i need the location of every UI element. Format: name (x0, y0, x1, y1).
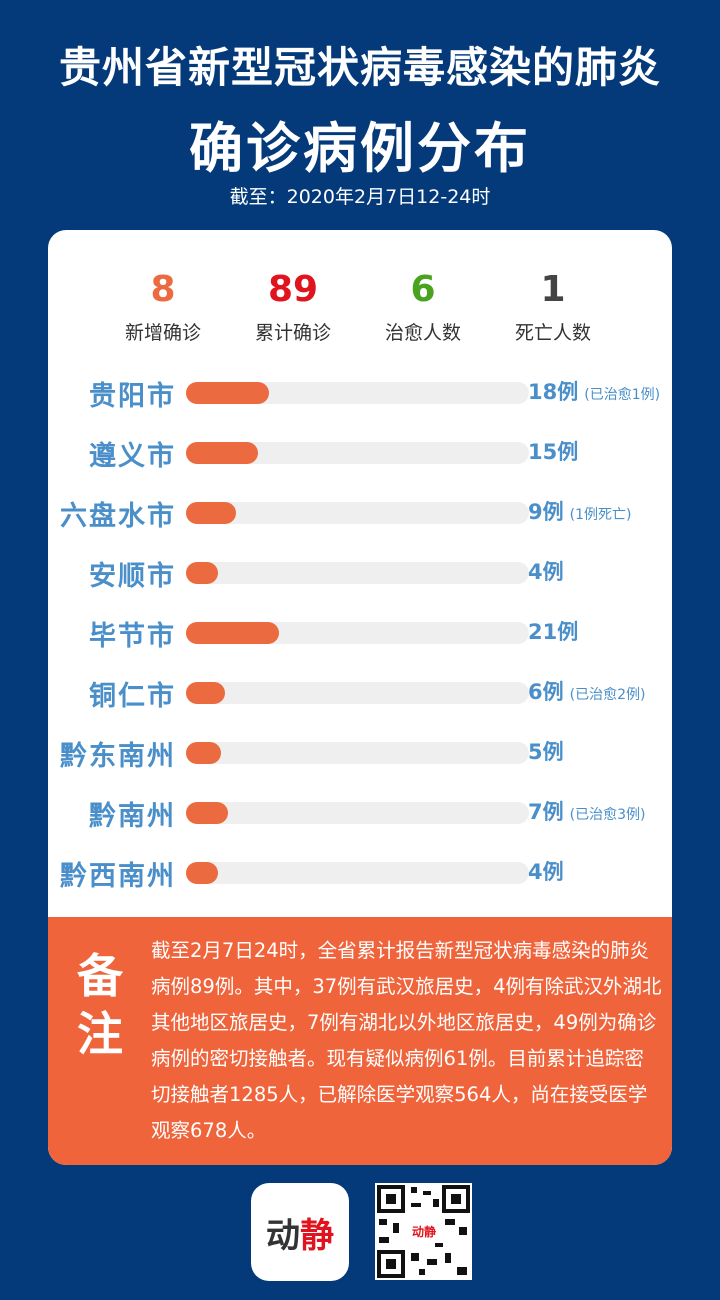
bar-track (186, 502, 529, 524)
value-label: 4例 (528, 556, 570, 586)
category-label: 六盘水市 (60, 501, 176, 532)
value-text: 4例 (528, 860, 564, 884)
bar-row: 六盘水市 9例 (1例死亡) (48, 492, 672, 532)
bar (186, 622, 280, 644)
value-note: (1例死亡) (569, 507, 632, 523)
value-text: 4例 (528, 560, 564, 584)
app-logo: 动静 (251, 1183, 349, 1281)
stat-label: 新增确诊 (124, 322, 201, 344)
bar-row: 铜仁市 6例 (已治愈2例) (48, 672, 672, 712)
value-note: (已治愈1例) (584, 387, 661, 403)
logo-glyph-2: 静 (300, 1215, 334, 1256)
value-label: 7例 (已治愈3例) (528, 796, 645, 826)
bar-row: 黔南州 7例 (已治愈3例) (48, 792, 672, 832)
bar (186, 442, 258, 464)
value-note: (已治愈3例) (569, 807, 646, 823)
bar-track (186, 562, 529, 584)
category-label: 黔东南州 (60, 741, 176, 772)
value-text: 5例 (528, 740, 564, 764)
bar-row: 黔东南州 5例 (48, 732, 672, 772)
title-line2: 确诊病例分布 (189, 117, 531, 180)
bar (186, 742, 222, 764)
value-text: 15例 (528, 440, 579, 464)
category-label: 安顺市 (89, 561, 176, 592)
bar-row: 安顺市 4例 (48, 552, 672, 592)
stat-label: 累计确诊 (254, 322, 331, 344)
bar-track (186, 622, 529, 644)
value-label: 6例 (已治愈2例) (528, 676, 645, 706)
value-note: (已治愈2例) (569, 687, 646, 703)
stats-summary: 8 新增确诊 89 累计确诊 6 治愈人数 1 死亡人数 (98, 270, 618, 345)
value-text: 7例 (528, 800, 564, 824)
remark-section: 备注 截至2月7日24时，全省累计报告新型冠状病毒感染的肺炎病例89例。其中，3… (48, 917, 672, 1165)
category-label: 黔南州 (89, 801, 176, 832)
value-text: 21例 (528, 620, 579, 644)
logo-glyph-1: 动 (266, 1215, 300, 1256)
stat-deaths: 1 死亡人数 (488, 270, 618, 345)
qr-code-image: 动静 (377, 1185, 470, 1278)
bar-track (186, 862, 529, 884)
category-label: 铜仁市 (89, 681, 176, 712)
stat-label: 治愈人数 (384, 322, 461, 344)
bar-track (186, 682, 529, 704)
title-line1: 贵州省新型冠状病毒感染的肺炎 (58, 43, 661, 92)
category-label: 遵义市 (89, 441, 176, 472)
value-text: 18例 (528, 380, 579, 404)
stat-total: 89 累计确诊 (228, 270, 358, 345)
remark-label: 备注 (77, 949, 123, 1061)
bar (186, 862, 218, 884)
value-text: 6例 (528, 680, 564, 704)
bar (186, 562, 218, 584)
bar (186, 802, 229, 824)
bar-track (186, 742, 529, 764)
bar-track (186, 442, 529, 464)
bar-row: 毕节市 21例 (48, 612, 672, 652)
date-label: 截至：2020年2月7日12-24时 (229, 186, 491, 208)
value-label: 5例 (528, 736, 570, 766)
category-label: 毕节市 (89, 621, 176, 652)
value-label: 9例 (1例死亡) (528, 496, 631, 526)
bar-track (186, 802, 529, 824)
bar-row: 遵义市 15例 (48, 432, 672, 472)
stat-new: 8 新增确诊 (98, 270, 228, 345)
value-label: 21例 (528, 616, 584, 646)
bar-row: 黔西南州 4例 (48, 852, 672, 892)
bar-track (186, 382, 529, 404)
category-label: 黔西南州 (60, 861, 176, 892)
stat-value: 1 (540, 269, 566, 310)
stat-value: 89 (267, 269, 319, 310)
value-label: 4例 (528, 856, 570, 886)
svg-text:动静: 动静 (412, 1224, 436, 1239)
bar (186, 502, 236, 524)
stat-cured: 6 治愈人数 (358, 270, 488, 345)
value-label: 18例 (已治愈1例) (528, 376, 660, 406)
stat-value: 6 (410, 269, 436, 310)
category-label: 贵阳市 (89, 381, 176, 412)
stat-label: 死亡人数 (514, 322, 591, 344)
bar (186, 382, 269, 404)
qr-code: 动静 (375, 1183, 472, 1280)
bar-row: 贵阳市 18例 (已治愈1例) (48, 372, 672, 412)
stats-card: 8 新增确诊 89 累计确诊 6 治愈人数 1 死亡人数 贵阳市 18例 (已治愈1例) 遵… (48, 230, 672, 1165)
bar (186, 682, 225, 704)
remark-text: 截至2月7日24时，全省累计报告新型冠状病毒感染的肺炎病例89例。其中，37例有… (151, 939, 662, 1142)
value-text: 9例 (528, 500, 564, 524)
stat-value: 8 (150, 269, 176, 310)
value-label: 15例 (528, 436, 584, 466)
